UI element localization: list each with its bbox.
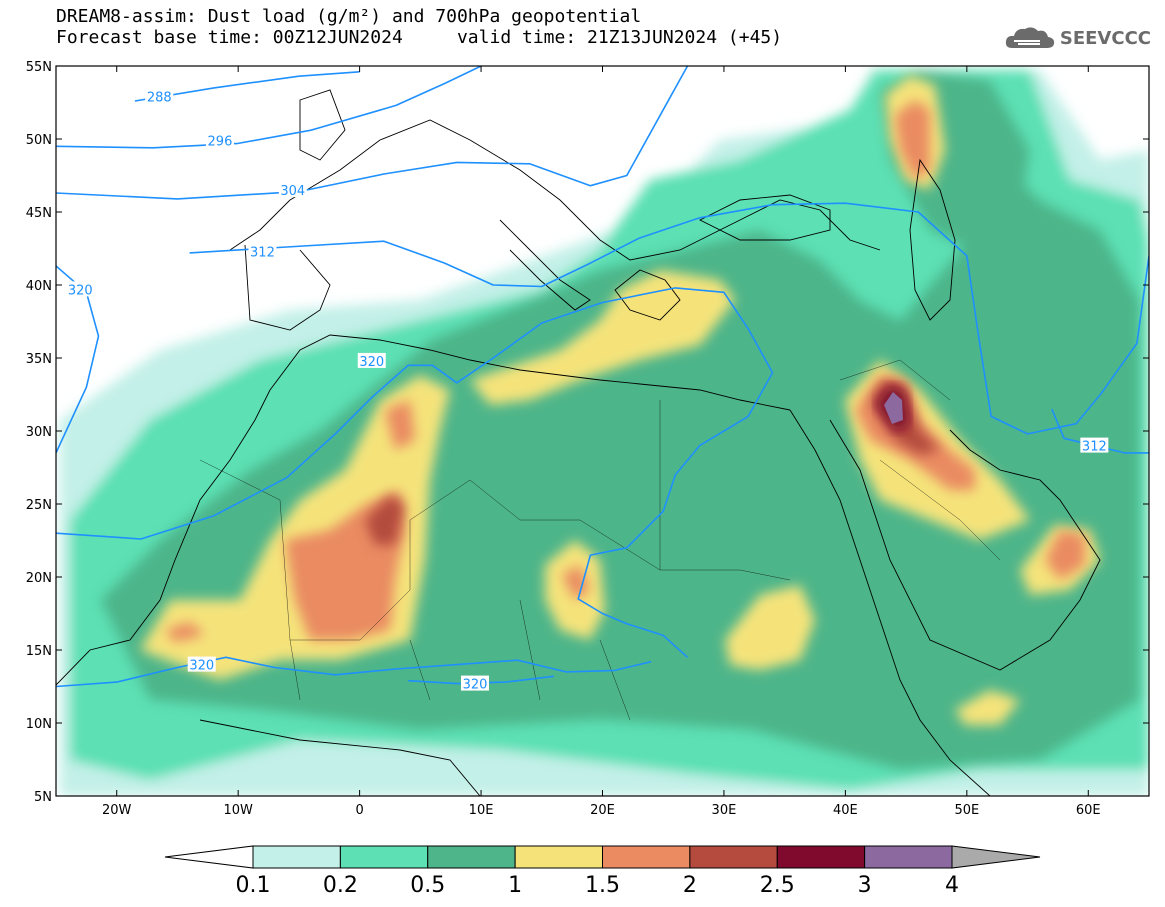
lon-tick-label: 50E [954,803,979,818]
contour-label: 320 [463,678,488,693]
contour-label: 288 [147,91,172,106]
contour-label: 312 [250,245,275,260]
colorbar-level-label: 4 [945,873,959,898]
dust-region-brown-mali [365,495,405,545]
colorbar-segment [689,845,778,869]
contour-label: 312 [1082,440,1107,455]
colorbar-level-label: 1.5 [585,873,620,898]
lat-tick-label: 5N [34,790,52,805]
colorbar: 0.1 0.2 0.5 1 1.5 2 2.5 3 4 [164,845,1041,898]
contour-label-bg [1080,437,1109,453]
contour-label-bg [278,182,307,198]
map-title: DREAM8-assim: Dust load (g/m²) and 700hP… [56,6,642,27]
coastline-italy [499,219,591,311]
contour-label: 320 [68,283,93,298]
lon-tick-label: 10E [469,803,494,818]
map-title-block: DREAM8-assim: Dust load (g/m²) and 700hP… [56,6,782,48]
lat-tick-label: 20N [26,571,52,586]
dust-region-orange-oman [1045,530,1085,580]
longitude-axis: 20W 10W 0 10E 20E 30E 40E 50E 60E [102,66,1101,818]
dust-region-yellow-somalia [955,690,1020,725]
coastline-red-sea [789,409,991,796]
latitude-axis: 55N 50N 45N 40N 35N 30N 25N 20N 15N 10N 5N [26,60,1149,805]
lat-tick-label: 55N [26,60,52,75]
dust-region-yellow-corridor [470,270,735,405]
lon-tick-label: 20W [102,803,132,818]
geopotential-contour-line [189,202,1149,435]
dust-region-orange-caspian [895,100,930,180]
colorbar-segment [776,845,866,869]
colorbar-segment [339,845,429,869]
colorbar-level-label: 3 [858,873,872,898]
contour-label-bg [357,352,386,368]
geopotential-contour-line [134,71,360,102]
lon-tick-label: 20E [590,803,615,818]
lon-tick-label: 60E [1076,803,1101,818]
colorbar-level-label: 2 [683,873,697,898]
coastline-caspian [909,158,956,321]
colorbar-right-triangle [951,845,1041,869]
lon-tick-label: 10W [223,803,253,818]
lat-tick-label: 50N [26,133,52,148]
coastline-black-sea [698,194,831,241]
colorbar-level-label: 0.1 [236,873,271,898]
lat-tick-label: 25N [26,498,52,513]
geopotential-contour-line [56,287,774,658]
lat-tick-label: 15N [26,644,52,659]
geopotential-contours: 288 296 304 312 312 320 320 320 320 [56,66,1149,693]
colorbar-level-label: 2.5 [760,873,795,898]
contour-label-bg [145,88,174,104]
colorbar-level-label: 1 [508,873,522,898]
coastline-britain [299,89,346,161]
colorbar-segment [252,845,341,869]
geopotential-contour-line [56,66,482,149]
contour-label: 296 [208,134,233,149]
lon-tick-label: 0 [355,803,363,818]
lon-tick-label: 30E [712,803,737,818]
contour-label: 304 [280,184,305,199]
dust-region-orange-chad [562,565,590,600]
coastline-iberia [244,244,331,331]
dust-region-orange-algeria [385,400,415,450]
contour-label: 320 [189,659,214,674]
dust-field: 288 296 304 312 312 320 320 320 320 [56,66,1149,796]
coastline-africa-west [56,334,791,686]
dust-region-purple-iraq [884,392,903,424]
lat-tick-label: 10N [26,717,52,732]
lat-tick-label: 40N [26,279,52,294]
lat-tick-label: 35N [26,352,52,367]
colorbar-level-label: 0.2 [323,873,358,898]
coastline-europe [229,119,881,261]
colorbar-left-triangle [164,845,254,869]
dust-region-yellow-sudan [725,585,815,670]
lat-tick-label: 45N [26,206,52,221]
contour-label-bg [248,243,277,259]
forecast-time-line: Forecast base time: 00Z12JUN2024 valid t… [56,27,783,48]
contour-label-bg [66,281,95,297]
colorbar-segment [864,845,953,869]
lon-tick-label: 40E [833,803,858,818]
logo-text: SEEVCCC [1059,27,1151,49]
contour-label-bg [205,132,234,148]
contour-label: 320 [359,355,384,370]
dust-region-orange-senegal [165,622,205,642]
seevccc-logo: SEEVCCC [1004,24,1151,52]
colorbar-level-label: 0.5 [410,873,445,898]
coastline-gulf-of-guinea [199,719,481,796]
colorbar-segment [602,845,691,869]
colorbar-segment [427,845,516,869]
lat-tick-label: 30N [26,425,52,440]
cloud-icon [1005,27,1054,48]
geopotential-contour-line [56,656,652,688]
coastline-greece [614,269,681,321]
contour-label-bg [460,675,489,691]
coastline-arabia [829,419,1101,671]
colorbar-segment [514,845,603,869]
contour-label-bg [187,656,216,672]
geopotential-contour-line [56,66,689,200]
coastlines [56,89,1101,796]
